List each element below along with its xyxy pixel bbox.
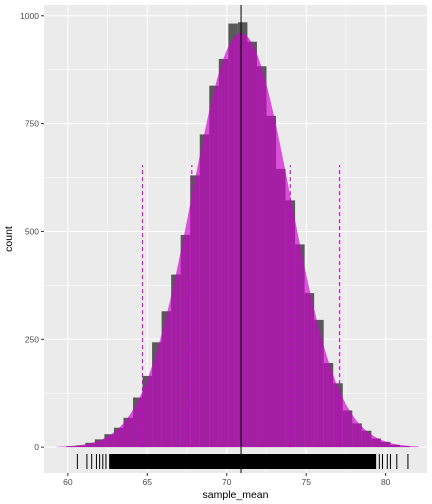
x-tick-label: 65 xyxy=(143,477,153,487)
x-axis-title: sample_mean xyxy=(203,489,269,501)
rug-marks xyxy=(76,454,409,469)
y-axis-title: count xyxy=(3,226,15,252)
x-tick-label: 60 xyxy=(63,477,73,487)
x-tick-label: 70 xyxy=(222,477,232,487)
x-axis-ticks: 60 65 70 75 80 xyxy=(63,473,391,487)
sd-dashed-lines xyxy=(141,165,341,448)
y-tick-label: 0 xyxy=(34,442,39,452)
y-tick-label: 1000 xyxy=(20,11,39,21)
normal-density-curve xyxy=(56,33,420,448)
y-tick-label: 500 xyxy=(25,226,39,236)
rug-dense-block xyxy=(109,454,377,469)
y-axis-ticks: 0 250 500 750 1000 xyxy=(20,11,44,452)
y-tick-label: 750 xyxy=(25,119,39,129)
y-tick-label: 250 xyxy=(25,334,39,344)
density-area xyxy=(56,33,420,448)
x-tick-label: 75 xyxy=(301,477,311,487)
x-tick-label: 80 xyxy=(381,477,391,487)
